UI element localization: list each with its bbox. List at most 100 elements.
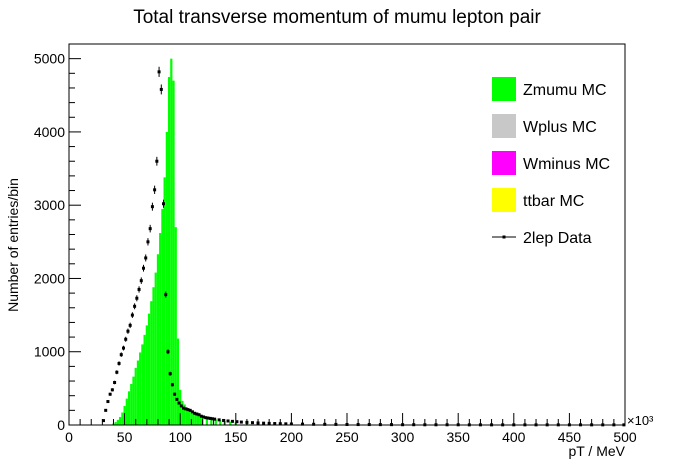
mc-bar (163, 177, 166, 425)
x-tick-label: 150 (224, 429, 248, 445)
data-point (117, 361, 121, 366)
mc-bar (156, 254, 160, 425)
data-point (164, 291, 168, 298)
data-point (262, 421, 266, 425)
y-tick-label: 4000 (34, 124, 65, 140)
mc-bar (152, 287, 155, 425)
mc-bar (165, 131, 168, 426)
data-point (101, 419, 105, 423)
data-point (188, 408, 192, 412)
data-point (148, 224, 152, 233)
y-tick-label: 2000 (34, 270, 65, 286)
data-point (137, 286, 141, 293)
mc-bar (196, 415, 200, 425)
mc-bar (161, 208, 164, 425)
data-point (106, 400, 110, 404)
data-point (217, 418, 221, 422)
mc-bar (199, 416, 202, 425)
data-point (142, 264, 145, 272)
legend-swatch (492, 151, 516, 175)
mc-bar (134, 367, 137, 425)
data-point (170, 382, 174, 387)
data-point (206, 416, 210, 420)
mc-bar (119, 416, 122, 425)
data-point (126, 328, 130, 334)
data-point (130, 312, 134, 318)
mc-bar (170, 58, 173, 426)
data-point (204, 416, 208, 420)
data-point (115, 370, 119, 375)
mc-bar (229, 421, 232, 425)
mc-bar (205, 418, 208, 425)
data-point (222, 418, 226, 422)
data-point (144, 254, 148, 262)
mc-bar (210, 418, 213, 425)
data-point (135, 295, 139, 302)
mc-bar (116, 419, 120, 425)
data-point (202, 415, 206, 419)
mc-bar (181, 400, 184, 425)
x-tick-label: 50 (117, 429, 133, 445)
data-point (193, 411, 197, 415)
data-point (230, 419, 234, 423)
legend: Zmumu MC Wplus MC Wminus MC ttbar MC 2lep Da… (492, 77, 610, 247)
data-point (197, 413, 201, 417)
x-tick-label: 350 (447, 429, 471, 445)
mc-bar (136, 360, 140, 425)
data-point (128, 322, 132, 329)
y-tick-label: 5000 (34, 51, 65, 67)
data-point (239, 420, 243, 424)
data-point (157, 66, 161, 77)
data-point (284, 422, 288, 426)
data-point (179, 404, 183, 408)
mc-bar (127, 391, 131, 425)
legend-label: Wplus MC (523, 119, 597, 136)
x-axis-label: pT / MeV (568, 443, 625, 459)
legend-entry: Wminus MC (492, 151, 610, 175)
data-point (173, 392, 177, 396)
x-axis-multiplier: ×10³ (627, 413, 654, 428)
data-point (273, 422, 277, 426)
data-point (108, 392, 112, 396)
data-point (168, 371, 172, 376)
mc-bar (150, 301, 153, 425)
plot-frame (68, 43, 626, 426)
chart-title: Total transverse momentum of mumu lepton… (133, 7, 541, 28)
mc-bar (145, 325, 148, 425)
mc-bar (147, 313, 151, 425)
mc-bar (130, 383, 133, 425)
data-point (250, 421, 254, 425)
mc-bar (154, 272, 157, 425)
mc-bar (185, 407, 188, 425)
mc-bar (192, 412, 195, 425)
data-point (146, 238, 150, 246)
x-tick-label: 250 (335, 429, 359, 445)
legend-label: Wminus MC (523, 156, 610, 173)
data-point (150, 202, 154, 211)
data-point (186, 408, 190, 412)
legend-label: 2lep Data (523, 230, 592, 247)
mc-bar (139, 352, 142, 425)
data-point (139, 277, 143, 284)
data-point (133, 303, 137, 310)
data-point (155, 156, 159, 166)
mc-bar (114, 422, 117, 425)
legend-swatch (492, 188, 516, 212)
x-tick-label: 200 (280, 429, 304, 445)
data-point (226, 419, 230, 423)
legend-label: ttbar MC (523, 193, 584, 210)
x-tick-label: 0 (65, 429, 73, 445)
y-tick-label: 0 (57, 417, 65, 433)
data-point (184, 407, 188, 411)
mc-bar (141, 344, 144, 425)
data-point (190, 410, 194, 414)
data-point (166, 349, 170, 355)
data-point (162, 199, 166, 208)
data-point (195, 412, 199, 416)
mc-bar (214, 419, 217, 425)
data-point (104, 408, 108, 412)
data-point (235, 420, 239, 424)
mc-bar (183, 404, 186, 425)
data-point (177, 401, 181, 405)
mc-bar (194, 414, 197, 425)
